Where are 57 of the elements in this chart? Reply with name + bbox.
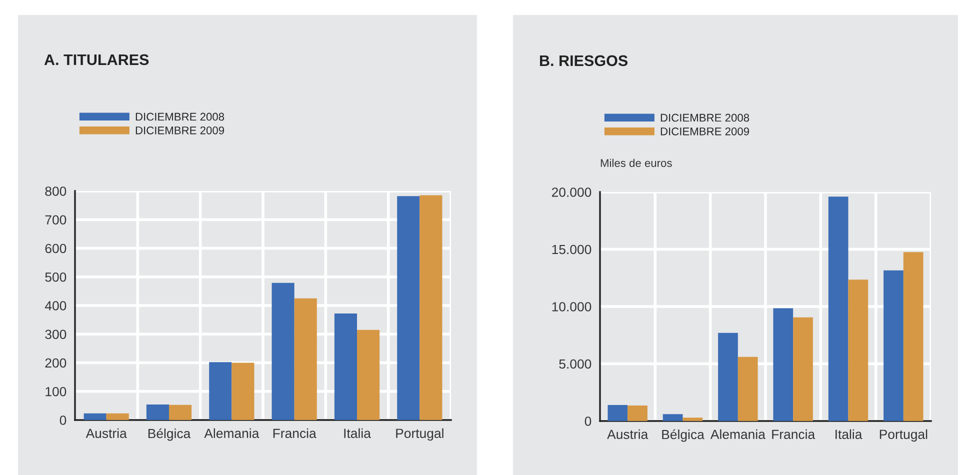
bar [106,413,129,420]
bar [420,195,442,420]
y-tick-label: 15.000 [552,244,592,254]
y-tick-label: 0 [60,416,66,425]
legend-label: DICIEMBRE 2008 [136,112,224,121]
bar [884,270,904,421]
y-tick-label: 200 [45,358,66,368]
legend-label: DICIEMBRE 2009 [660,127,750,136]
x-tick-label: Alemania [204,428,260,438]
bar [294,298,317,420]
x-tick-label: Alemania [710,429,766,440]
x-tick-label: Austria [86,428,127,438]
legend-label: DICIEMBRE 2008 [660,114,750,122]
bar [232,362,254,420]
bar [903,252,924,421]
y-tick-label: 700 [45,215,66,225]
bar [848,280,868,421]
y-tick-label: 500 [45,272,66,282]
bar [357,330,380,420]
bar [209,362,232,420]
chart-title: A. TITULARES [44,54,149,66]
y-tick-label: 20.000 [552,188,592,197]
x-tick-label: Italia [344,428,371,438]
bar [397,196,420,420]
x-tick-label: Portugal [396,428,444,441]
y-tick-label: 100 [46,386,66,396]
bar [773,308,794,421]
chart-title: B. RIESGOS [540,55,628,66]
legend-label: DICIEMBRE 2009 [136,126,224,134]
bar [272,282,294,420]
bar [828,196,848,421]
y-tick-label: 400 [44,301,66,310]
y-tick-label: 0 [584,416,592,426]
bar [682,418,703,421]
x-tick-label: Portugal [880,429,928,442]
bar [628,406,648,421]
y-tick-label: 800 [45,186,66,196]
bar [662,414,683,421]
x-tick-label: Francia [772,429,816,440]
bar [738,356,758,421]
y-tick-label: 10.000 [552,302,592,312]
bar [146,404,169,420]
bar [334,314,357,420]
x-tick-label: Bélgica [662,429,704,442]
x-tick-label: Italia [836,429,862,440]
bar [169,404,192,420]
bar [84,413,106,420]
y-tick-label: 5.000 [559,359,592,369]
y-tick-label: 300 [45,330,66,340]
y-axis-title: Miles de euros [600,158,672,167]
bar [793,317,813,421]
x-tick-label: Bélgica [148,428,191,441]
bar [718,332,738,421]
y-tick-label: 600 [45,244,66,254]
x-tick-label: Austria [607,429,648,440]
bar [608,404,628,421]
x-tick-label: Francia [273,428,316,438]
